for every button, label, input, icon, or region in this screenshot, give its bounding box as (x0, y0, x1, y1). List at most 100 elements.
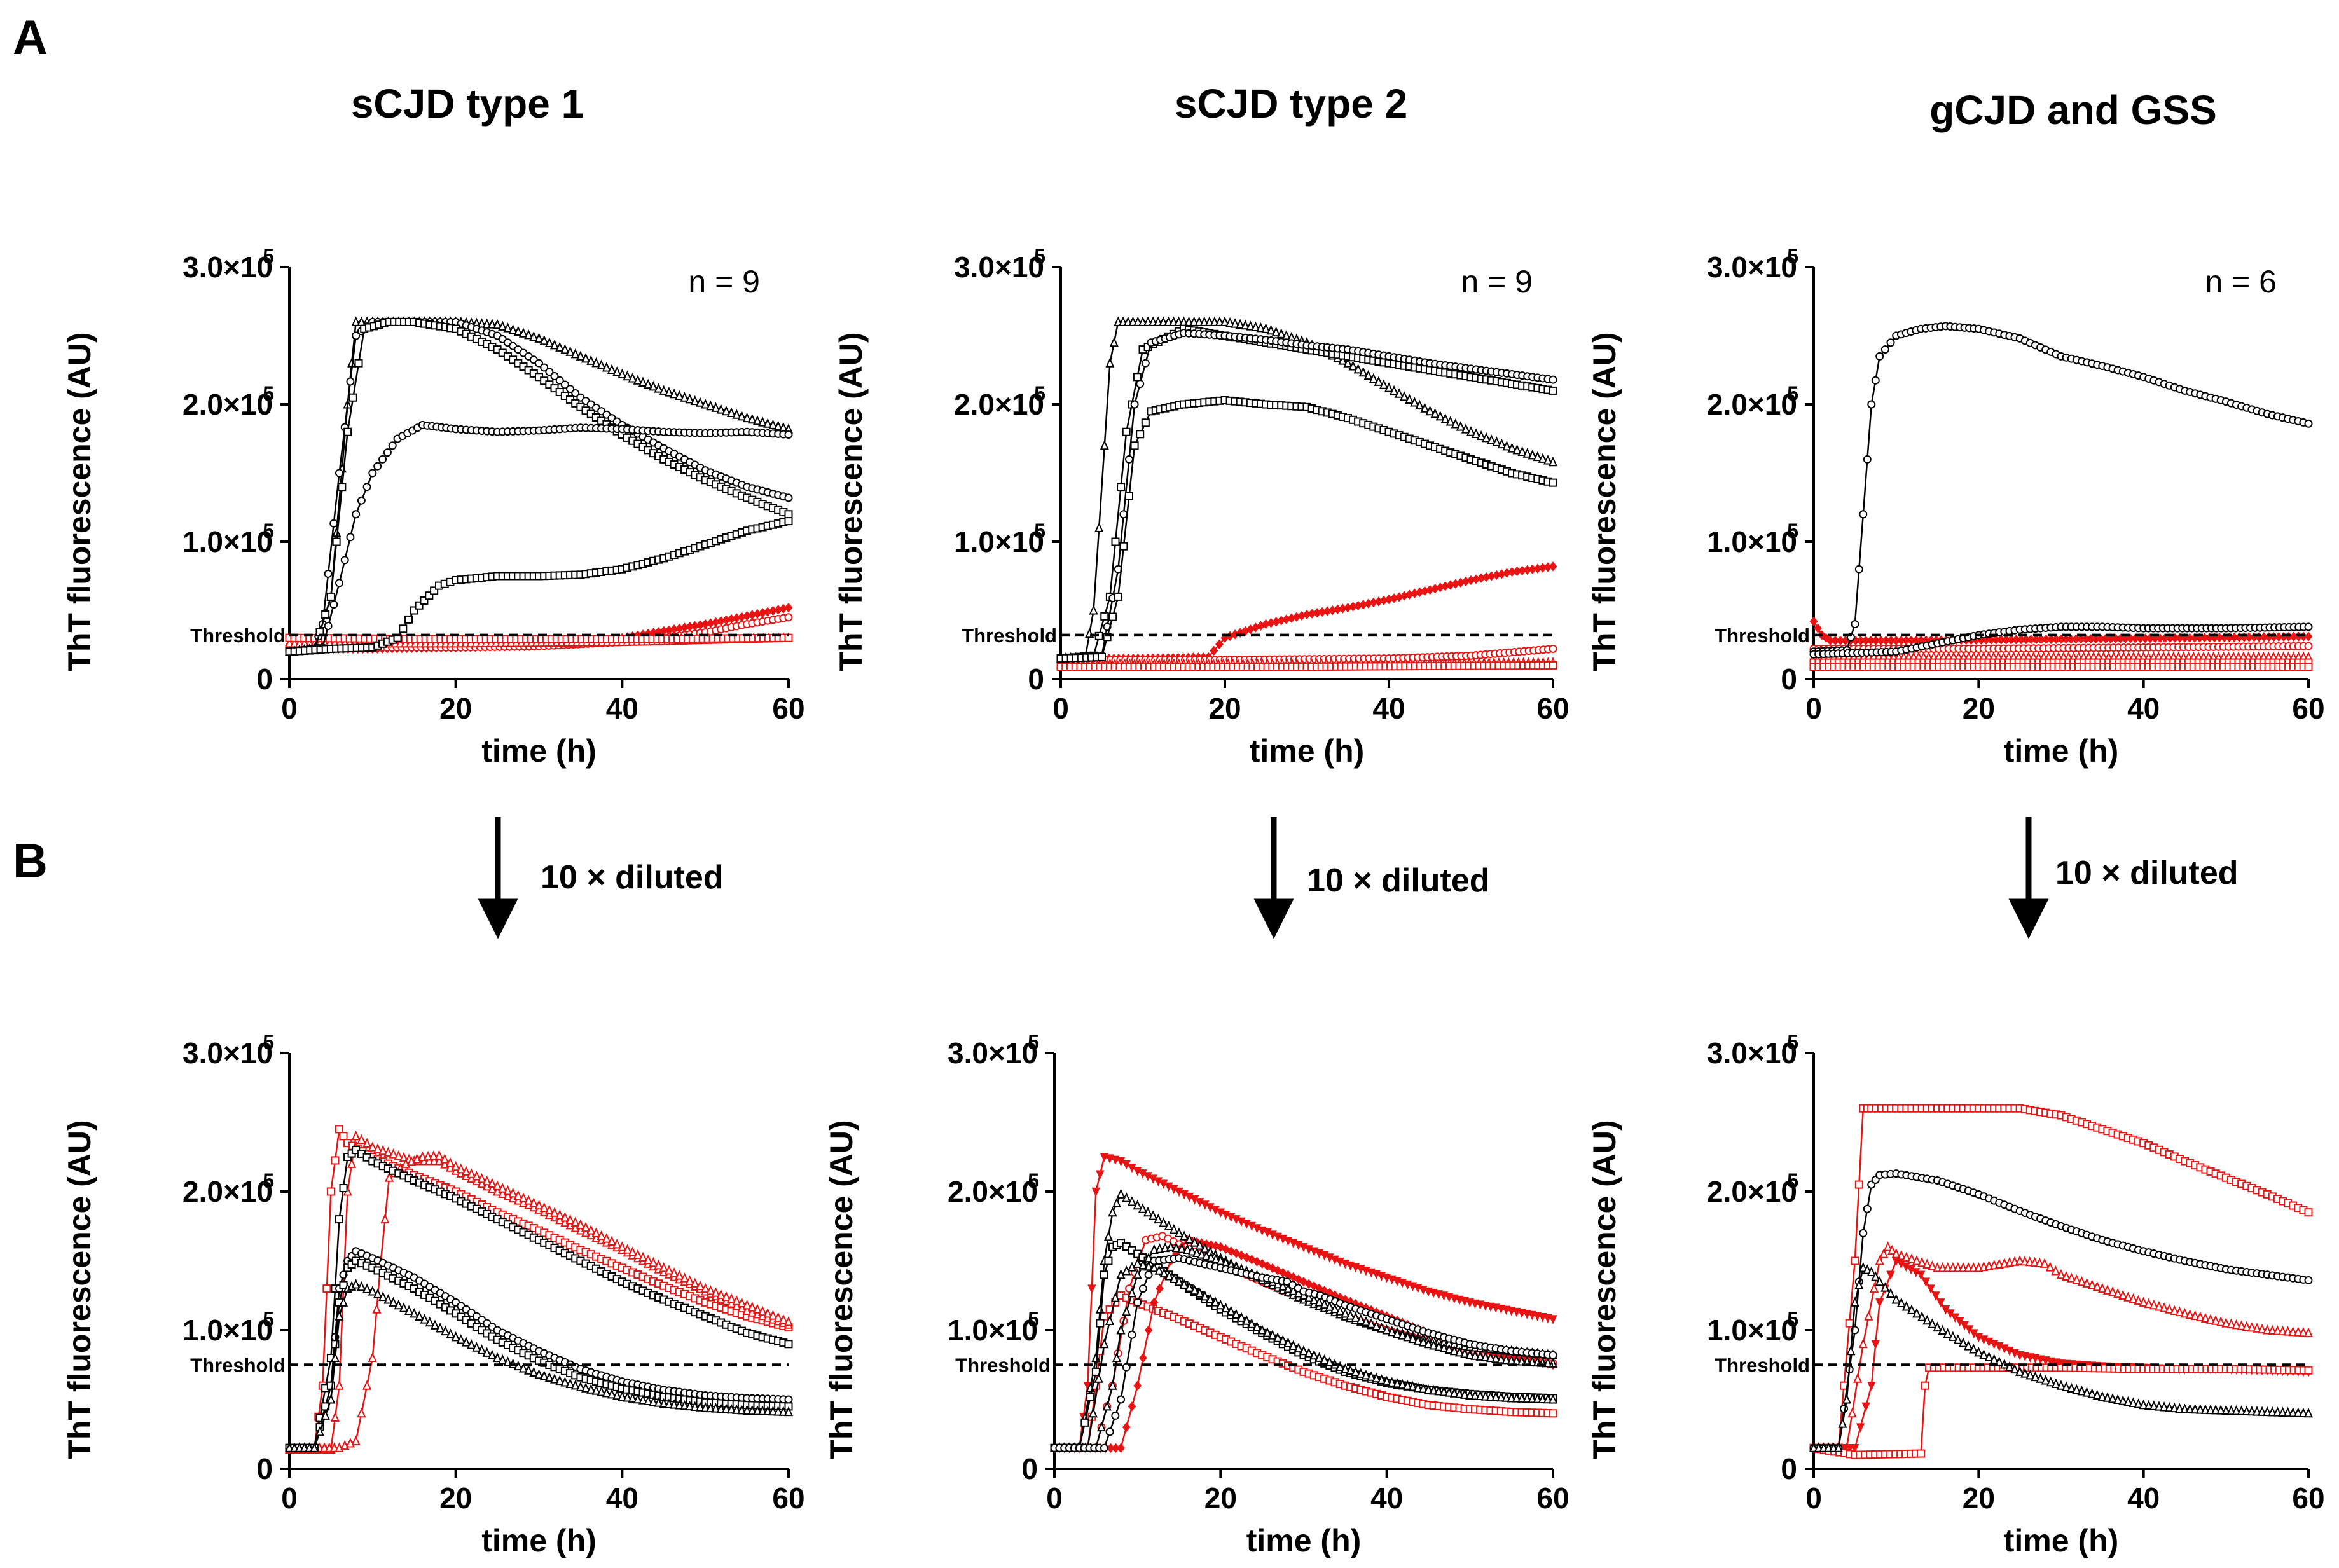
series-line (1813, 325, 2309, 653)
data-point (2304, 419, 2313, 428)
data-point (1086, 1393, 1095, 1401)
data-point (566, 385, 575, 394)
data-point (716, 1289, 726, 1299)
data-point (1917, 1449, 1926, 1458)
data-point (1080, 1418, 1089, 1427)
data-point (602, 1233, 611, 1243)
data-point (518, 1192, 528, 1202)
data-point (482, 1347, 492, 1357)
dilution-label-2: 10 × diluted (1307, 862, 1490, 899)
data-point (2304, 1276, 2313, 1285)
series-positive-2 (285, 317, 793, 656)
data-point (544, 1204, 554, 1214)
y-tick-exponent: 5 (1787, 382, 1798, 405)
data-point (440, 1153, 450, 1164)
data-point (737, 1297, 747, 1307)
y-tick-exponent: 5 (263, 382, 274, 405)
data-point (329, 519, 338, 528)
data-point (1886, 1270, 1895, 1281)
data-point (675, 390, 684, 400)
panel-label-b: B (13, 834, 48, 888)
data-point (1091, 1187, 1101, 1197)
y-tick-label: 1.0×10 (183, 1314, 273, 1347)
data-point (659, 385, 668, 395)
x-tick-label: 0 (281, 1482, 298, 1515)
data-point (362, 1138, 372, 1148)
data-point (508, 1187, 518, 1198)
data-point (1969, 1344, 1978, 1354)
data-point (644, 378, 653, 389)
x-axis-title: time (h) (2004, 733, 2119, 769)
x-tick-label: 60 (2292, 1482, 2324, 1515)
data-point (649, 381, 658, 391)
x-tick-label: 20 (1208, 692, 1241, 725)
y-axis-title: ThT fluorescence (AU) (62, 332, 97, 671)
data-point (670, 1267, 679, 1277)
data-point (1100, 1443, 1108, 1452)
data-point (467, 1339, 476, 1349)
series-negative-6 (1809, 663, 2313, 671)
data-point (711, 1287, 721, 1297)
data-point (649, 1256, 658, 1267)
data-point (607, 1235, 617, 1246)
data-point (549, 1207, 560, 1217)
data-point (565, 346, 575, 356)
data-point (1853, 1373, 1863, 1383)
data-point (456, 1163, 466, 1174)
data-point (404, 615, 413, 624)
data-point (784, 603, 793, 613)
data-point (373, 462, 382, 471)
data-point (706, 1284, 715, 1295)
data-point (441, 1325, 450, 1336)
data-point (368, 469, 377, 478)
data-point (560, 343, 570, 354)
data-point (351, 1279, 361, 1289)
data-point (1122, 427, 1131, 436)
data-point (354, 359, 363, 368)
threshold-label: Threshold (190, 624, 286, 647)
dilution-arrow-3: 10 × diluted (2008, 817, 2239, 939)
data-point (351, 1435, 361, 1445)
data-point (1864, 1310, 1873, 1321)
data-point (498, 1354, 507, 1365)
data-point (518, 327, 528, 338)
data-point (586, 355, 596, 365)
data-point (415, 1310, 424, 1321)
data-point (1871, 376, 1880, 385)
data-point (339, 1184, 348, 1193)
data-point (340, 556, 349, 565)
data-point (1858, 1338, 1868, 1349)
data-point (524, 329, 534, 340)
x-tick-label: 0 (281, 692, 298, 725)
data-point (1859, 1228, 1868, 1237)
data-point (472, 1171, 481, 1181)
data-point (752, 415, 762, 425)
data-point (1851, 1256, 1859, 1265)
data-point (534, 333, 544, 343)
data-point (446, 1328, 455, 1338)
data-point (555, 1209, 565, 1220)
data-point (461, 1337, 471, 1347)
data-point (1549, 1409, 1557, 1418)
data-point (1549, 561, 1557, 572)
series-negative-4 (1056, 561, 1557, 664)
data-point (338, 483, 347, 492)
data-point (451, 1331, 460, 1342)
y-tick-label: 2.0×10 (1707, 1175, 1797, 1208)
x-tick-label: 40 (1372, 692, 1405, 725)
data-point (1294, 1342, 1303, 1353)
data-point (638, 376, 648, 387)
y-axis-title: ThT fluorescence (AU) (824, 1120, 859, 1459)
x-axis-title: time (h) (2004, 1523, 2119, 1558)
x-tick-label: 60 (772, 1482, 804, 1515)
data-point (1180, 1230, 1189, 1241)
data-point (623, 370, 632, 381)
data-point (726, 1293, 736, 1303)
data-point (784, 510, 793, 519)
data-point (1984, 1351, 1994, 1362)
data-point (1116, 1188, 1126, 1199)
data-point (1117, 483, 1126, 492)
data-point (482, 1175, 492, 1186)
data-point (1098, 652, 1106, 661)
